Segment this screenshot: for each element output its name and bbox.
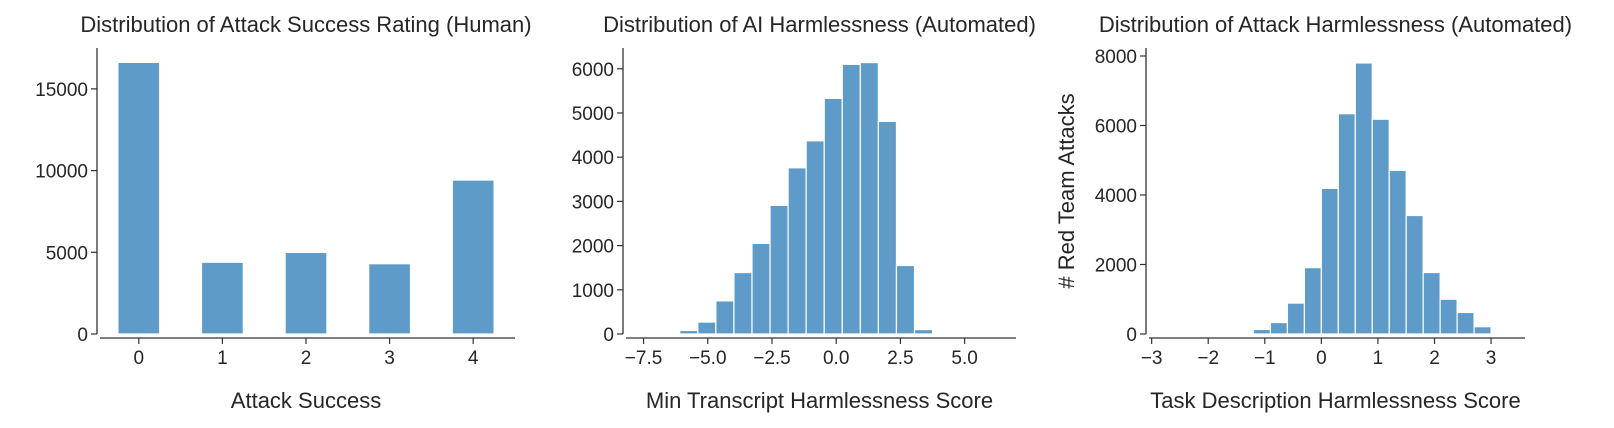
- chart-1: 0 5000 10000 15000 0 1 2 3 4 Distribution of Atta…: [35, 12, 531, 413]
- bar: [1456, 311, 1475, 335]
- bar: [679, 329, 699, 335]
- bar: [823, 97, 843, 335]
- y-tick-label: 6000: [572, 60, 614, 81]
- y-tick-label: 15000: [35, 80, 88, 101]
- x-tick-label: 1: [1373, 348, 1384, 369]
- y-tick-label: 5000: [572, 104, 614, 125]
- y-tick-label: 10000: [35, 162, 88, 183]
- bar: [1337, 113, 1356, 335]
- y-tick-label: 2000: [572, 237, 614, 258]
- y-tick-label: 0: [1126, 325, 1137, 346]
- bar: [284, 251, 328, 335]
- x-axis-label: Attack Success: [231, 388, 381, 413]
- x-tick-label: 0: [134, 348, 145, 369]
- chart-title: Distribution of AI Harmlessness (Automat…: [603, 12, 1036, 37]
- x-tick-label: −7.5: [625, 348, 663, 369]
- y-tick-label: 0: [77, 325, 88, 346]
- bar: [200, 261, 244, 335]
- bar: [697, 321, 717, 335]
- bar: [895, 264, 916, 335]
- x-tick-label: −2: [1197, 348, 1219, 369]
- bar: [859, 61, 879, 335]
- bar: [1286, 302, 1305, 335]
- y-axis-label: # Red Team Attacks: [1054, 93, 1079, 288]
- chart-2: 0 1000 2000 3000 4000 5000 6000 −7.5 −5.0 −2.5 0.0…: [572, 12, 1036, 413]
- y-tick-label: 2000: [1095, 255, 1137, 276]
- bar: [1388, 169, 1407, 335]
- bar: [1371, 118, 1390, 335]
- bar: [1490, 332, 1509, 335]
- bar: [1422, 271, 1441, 335]
- y-tick-label: 6000: [1095, 116, 1137, 137]
- bar: [1354, 62, 1373, 335]
- x-tick-label: 2: [1429, 348, 1440, 369]
- bar: [451, 179, 495, 335]
- bar: [1303, 267, 1322, 335]
- bar: [1320, 187, 1339, 335]
- bar: [841, 63, 861, 335]
- bar: [787, 167, 807, 335]
- bar: [1439, 298, 1458, 335]
- bar: [368, 263, 412, 335]
- bar: [1235, 332, 1255, 335]
- bar: [913, 328, 934, 335]
- chart-3: 0 2000 4000 6000 8000 −3 −2 −1 0 1 2 3 Distribution …: [1054, 12, 1572, 413]
- bar: [877, 120, 898, 335]
- bar: [715, 300, 735, 335]
- x-tick-label: 2: [301, 348, 312, 369]
- y-tick-label: 8000: [1095, 47, 1137, 68]
- x-tick-label: −1: [1254, 348, 1276, 369]
- x-axis-label: Task Description Harmlessness Score: [1150, 388, 1520, 413]
- x-tick-label: 4: [468, 348, 479, 369]
- x-tick-label: 5.0: [951, 348, 977, 369]
- bar: [751, 242, 771, 335]
- x-tick-label: 3: [1486, 348, 1497, 369]
- bar: [117, 61, 161, 335]
- x-tick-label: −3: [1141, 348, 1163, 369]
- bar: [769, 204, 789, 335]
- y-tick-label: 5000: [46, 243, 88, 264]
- x-axis-label: Min Transcript Harmlessness Score: [646, 388, 993, 413]
- y-tick-label: 1000: [572, 281, 614, 302]
- x-tick-label: 3: [384, 348, 395, 369]
- bar: [1269, 321, 1289, 335]
- y-tick-label: 0: [603, 325, 614, 346]
- y-tick-label: 4000: [1095, 186, 1137, 207]
- chart-title: Distribution of Attack Harmlessness (Aut…: [1099, 12, 1572, 37]
- bar: [805, 140, 825, 335]
- bar: [733, 271, 753, 335]
- bar: [1252, 328, 1272, 335]
- x-tick-label: −5.0: [689, 348, 727, 369]
- x-tick-label: 0.0: [823, 348, 849, 369]
- bar: [1405, 214, 1424, 335]
- x-tick-label: 0: [1316, 348, 1327, 369]
- x-tick-label: 1: [217, 348, 228, 369]
- x-tick-label: −2.5: [753, 348, 791, 369]
- y-tick-label: 3000: [572, 192, 614, 213]
- y-tick-label: 4000: [572, 148, 614, 169]
- bar: [1473, 326, 1492, 335]
- chart-title: Distribution of Attack Success Rating (H…: [80, 12, 531, 37]
- x-tick-label: 2.5: [887, 348, 913, 369]
